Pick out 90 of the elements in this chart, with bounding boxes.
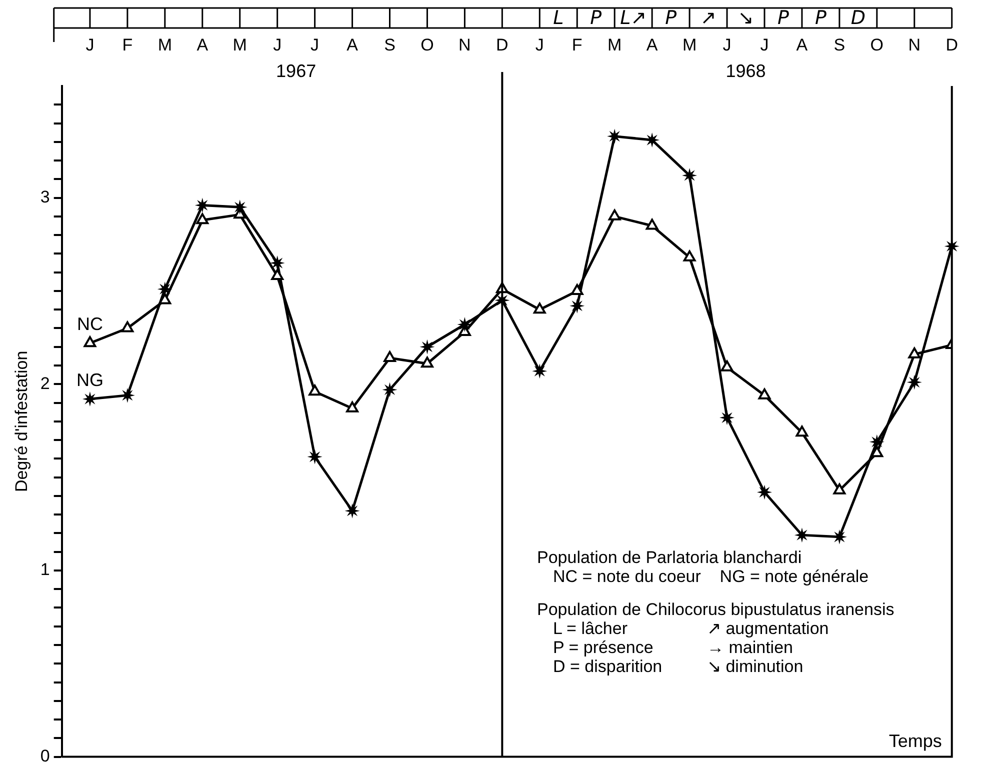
point: [908, 347, 921, 358]
text: ↗: [700, 6, 716, 29]
text: 1967: [276, 60, 316, 81]
point: [421, 356, 434, 368]
x-tick-label: A: [196, 35, 209, 54]
point: [271, 269, 284, 280]
x-tick-label: F: [572, 35, 582, 54]
point: [344, 503, 360, 518]
point: [346, 401, 358, 412]
annotation: D = disparition: [553, 657, 662, 676]
x-axis-title: Temps: [888, 730, 942, 751]
annotation: ↗ augmentation: [707, 619, 829, 638]
x-tick-label: N: [908, 35, 921, 54]
x-tick-label: J: [722, 35, 732, 54]
point: [833, 483, 846, 494]
x-tick-label: A: [346, 35, 359, 54]
x-tick-label: D: [946, 35, 958, 54]
x-tick-label: J: [310, 35, 320, 54]
point: [644, 132, 660, 148]
y-tick-label: 0: [40, 746, 50, 766]
x-tick-label: S: [384, 35, 396, 54]
x-tick-label: F: [122, 35, 133, 54]
annotation: P = présence: [553, 638, 654, 657]
x-tick-label: M: [158, 35, 172, 54]
point: [121, 321, 134, 332]
annotation: ↘ diminution: [707, 657, 804, 676]
y-axis-title: Degré d'infestation: [12, 350, 31, 492]
text: L: [553, 6, 564, 29]
text: D: [850, 6, 866, 29]
x-tick-label: D: [496, 35, 508, 54]
point: [758, 388, 771, 400]
annotation: L = lâcher: [553, 619, 628, 638]
point: [384, 351, 396, 362]
point: [158, 293, 172, 304]
series-label: NC: [76, 314, 103, 334]
point: [196, 213, 209, 224]
text: ↘: [738, 6, 754, 29]
point: [270, 256, 285, 271]
annotation: Population de Chilocorus bipustulatus iranensis: [537, 600, 894, 619]
x-tick-label: J: [273, 35, 282, 54]
annotation: NC = note du coeur NG = note générale: [552, 567, 870, 586]
point: [308, 384, 321, 396]
x-tick-label: A: [796, 35, 808, 54]
point: [307, 449, 322, 464]
point: [533, 302, 546, 314]
text: L↗: [620, 6, 647, 29]
y-tick-label: 3: [40, 187, 50, 206]
point: [420, 339, 435, 354]
point: [532, 364, 548, 379]
point: [794, 528, 810, 543]
point: [608, 209, 621, 220]
point: [82, 392, 98, 407]
text: P: [590, 6, 602, 29]
series-label: NG: [76, 370, 104, 390]
point: [607, 128, 622, 144]
x-tick-label: N: [458, 35, 471, 54]
x-tick-label: M: [682, 35, 697, 54]
text: P: [665, 6, 678, 29]
x-tick-label: S: [834, 35, 846, 54]
point: [382, 382, 398, 398]
point: [682, 168, 698, 183]
text: 1968: [726, 60, 766, 81]
x-tick-label: A: [646, 35, 658, 54]
point: [906, 374, 922, 390]
point: [720, 410, 735, 426]
annotation: → maintien: [707, 638, 793, 657]
point: [570, 298, 585, 314]
x-tick-label: J: [760, 35, 769, 54]
point: [796, 426, 808, 437]
point: [194, 198, 210, 213]
point: [683, 250, 696, 262]
x-tick-label: M: [608, 35, 622, 54]
x-tick-label: M: [232, 35, 247, 54]
point: [157, 282, 172, 297]
point: [756, 484, 772, 500]
x-tick-label: J: [86, 35, 94, 54]
point: [720, 360, 734, 372]
point: [570, 284, 584, 295]
text: P: [814, 6, 827, 29]
y-tick-label: 2: [40, 374, 50, 393]
point: [120, 388, 135, 403]
point: [646, 218, 658, 230]
x-tick-label: O: [870, 35, 884, 54]
point: [84, 336, 96, 348]
text: P: [777, 6, 790, 29]
x-tick-label: J: [535, 35, 544, 54]
x-tick-label: O: [420, 35, 434, 54]
y-tick-label: 1: [40, 560, 50, 580]
annotation: Population de Parlatoria blanchardi: [537, 548, 803, 567]
point: [869, 434, 884, 450]
